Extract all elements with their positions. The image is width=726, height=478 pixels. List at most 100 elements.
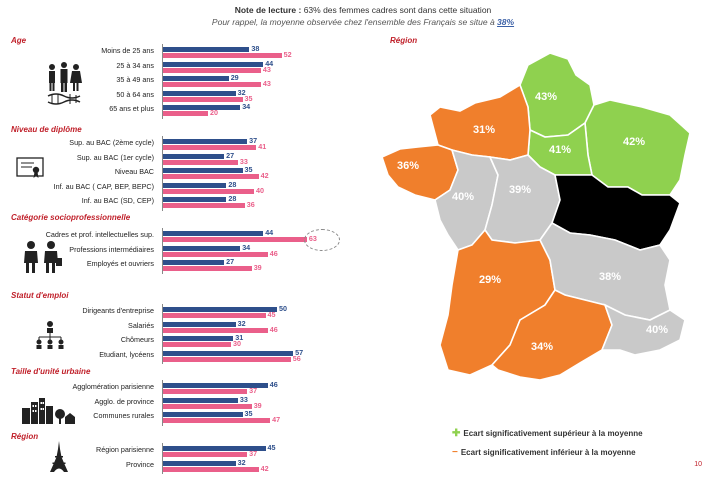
data-label: 44 bbox=[265, 58, 274, 68]
category-label: 50 à 64 ans bbox=[116, 89, 154, 99]
axis-line bbox=[162, 304, 163, 364]
map-region-label: 40% bbox=[452, 191, 474, 203]
category-label: Inf. au BAC (SD, CEP) bbox=[81, 196, 154, 205]
map-region-label: 39% bbox=[509, 184, 531, 196]
down-arrow-icon: − bbox=[452, 447, 458, 458]
bar-pink bbox=[162, 82, 261, 87]
data-label: 52 bbox=[283, 50, 292, 59]
bar-pink bbox=[162, 418, 271, 423]
map-region-mediterranee bbox=[490, 288, 613, 381]
data-label: 20 bbox=[210, 108, 218, 117]
map-region-label: 40% bbox=[646, 324, 668, 336]
bar-pink bbox=[162, 452, 248, 457]
bar-pink bbox=[162, 96, 243, 102]
data-label: 36 bbox=[246, 200, 255, 209]
diploma-icon bbox=[16, 157, 44, 178]
category-label: Moins de 25 ans bbox=[101, 46, 154, 55]
data-label: 30 bbox=[233, 339, 241, 348]
category-label: Salariés bbox=[128, 320, 154, 330]
highlight-circle bbox=[304, 229, 340, 251]
bar-pink bbox=[162, 174, 259, 179]
data-label: 44 bbox=[265, 228, 274, 237]
category-label: Etudiant, lycéens bbox=[99, 349, 154, 359]
note-average-value: 38% bbox=[497, 17, 515, 27]
data-label: 34 bbox=[242, 102, 251, 111]
page-number: 10 bbox=[694, 461, 702, 468]
category-label: Communes rurales bbox=[93, 411, 154, 420]
category-label: Sup. au BAC (2ème cycle) bbox=[69, 138, 154, 147]
category-label: Inf. au BAC ( CAP, BEP, BEPC) bbox=[53, 181, 154, 191]
bar-blue bbox=[162, 446, 266, 451]
data-label: 32 bbox=[237, 87, 246, 97]
bar-pink bbox=[162, 356, 291, 362]
map-labels: 43% 41% 42% 31% 36% 29% 34% 40% 39% 38% 40% bbox=[397, 91, 668, 353]
map-region-paca bbox=[600, 303, 686, 356]
map-region-label: 34% bbox=[531, 341, 553, 353]
category-label: Sup. au BAC (1er cycle) bbox=[76, 152, 154, 162]
bar-pink bbox=[162, 327, 268, 333]
bar-blue bbox=[162, 90, 236, 96]
data-label: 28 bbox=[228, 179, 237, 189]
bar-blue bbox=[162, 76, 229, 81]
data-label: 42 bbox=[260, 463, 269, 473]
map-region-label: 36% bbox=[397, 160, 419, 172]
legend-superieur: ✚ Ecart significativement supérieur à la … bbox=[452, 428, 643, 439]
data-label: 56 bbox=[292, 353, 301, 363]
bar-blue bbox=[162, 105, 241, 110]
category-label: Agglomération parisienne bbox=[72, 382, 154, 391]
map-region-label: 38% bbox=[599, 271, 621, 283]
bar-blue bbox=[162, 460, 236, 466]
bar-blue bbox=[162, 153, 225, 159]
category-label: Agglo. de province bbox=[94, 396, 154, 406]
bar-pink bbox=[162, 159, 238, 165]
data-label: 34 bbox=[242, 242, 251, 252]
map-regions bbox=[381, 52, 691, 381]
category-label: Employés et ouvriers bbox=[86, 259, 154, 268]
data-label: 35 bbox=[244, 93, 253, 103]
bar-blue bbox=[162, 350, 294, 356]
up-arrow-icon: ✚ bbox=[452, 428, 461, 439]
bar-blue bbox=[162, 47, 250, 52]
data-label: 46 bbox=[269, 324, 278, 334]
bar-pink bbox=[162, 403, 252, 409]
people-dna-icon bbox=[47, 62, 82, 105]
data-label: 40 bbox=[256, 185, 264, 195]
map-region-label: 42% bbox=[623, 136, 645, 148]
bar-blue bbox=[162, 397, 238, 403]
bar-pink bbox=[162, 111, 208, 116]
map-region-label: 29% bbox=[479, 274, 501, 286]
data-label: 27 bbox=[226, 150, 235, 160]
category-label: 25 à 34 ans bbox=[116, 60, 154, 70]
category-label: 35 à 49 ans bbox=[116, 75, 154, 84]
workers-icon bbox=[24, 241, 62, 273]
bar-blue bbox=[162, 182, 227, 188]
bar-blue bbox=[162, 61, 264, 67]
bar-pink bbox=[162, 53, 282, 58]
map-region-label: 43% bbox=[535, 91, 557, 103]
bar-pink bbox=[162, 342, 231, 347]
legend-inferieur: − Ecart significativement inférieur à la … bbox=[452, 447, 636, 458]
section-title: Statut d'emploi bbox=[11, 291, 69, 300]
legend-superieur-label: Ecart significativement supérieur à la m… bbox=[463, 429, 643, 438]
category-label: Chômeurs bbox=[120, 335, 154, 344]
data-label: 43 bbox=[262, 64, 271, 74]
data-label: 29 bbox=[230, 73, 239, 82]
note-reminder: Pour rappel, la moyenne observée chez l'… bbox=[211, 17, 495, 27]
data-label: 46 bbox=[269, 380, 278, 389]
bar-blue bbox=[162, 336, 234, 341]
category-label: Cadres et prof. intellectuelles sup. bbox=[45, 230, 154, 239]
map-region-label: 31% bbox=[473, 124, 495, 136]
data-label: 31 bbox=[235, 333, 244, 342]
data-label: 38 bbox=[251, 44, 260, 53]
data-label: 37 bbox=[249, 136, 258, 145]
data-label: 37 bbox=[249, 449, 258, 458]
axis-line bbox=[162, 44, 163, 119]
bar-blue bbox=[162, 197, 227, 202]
bar-pink bbox=[162, 67, 261, 73]
note-label: Note de lecture : bbox=[234, 5, 302, 15]
bar-pink bbox=[162, 389, 248, 394]
bar-blue bbox=[162, 139, 248, 144]
category-label: Région parisienne bbox=[96, 445, 154, 454]
data-label: 50 bbox=[279, 304, 287, 313]
axis-line bbox=[162, 380, 163, 426]
